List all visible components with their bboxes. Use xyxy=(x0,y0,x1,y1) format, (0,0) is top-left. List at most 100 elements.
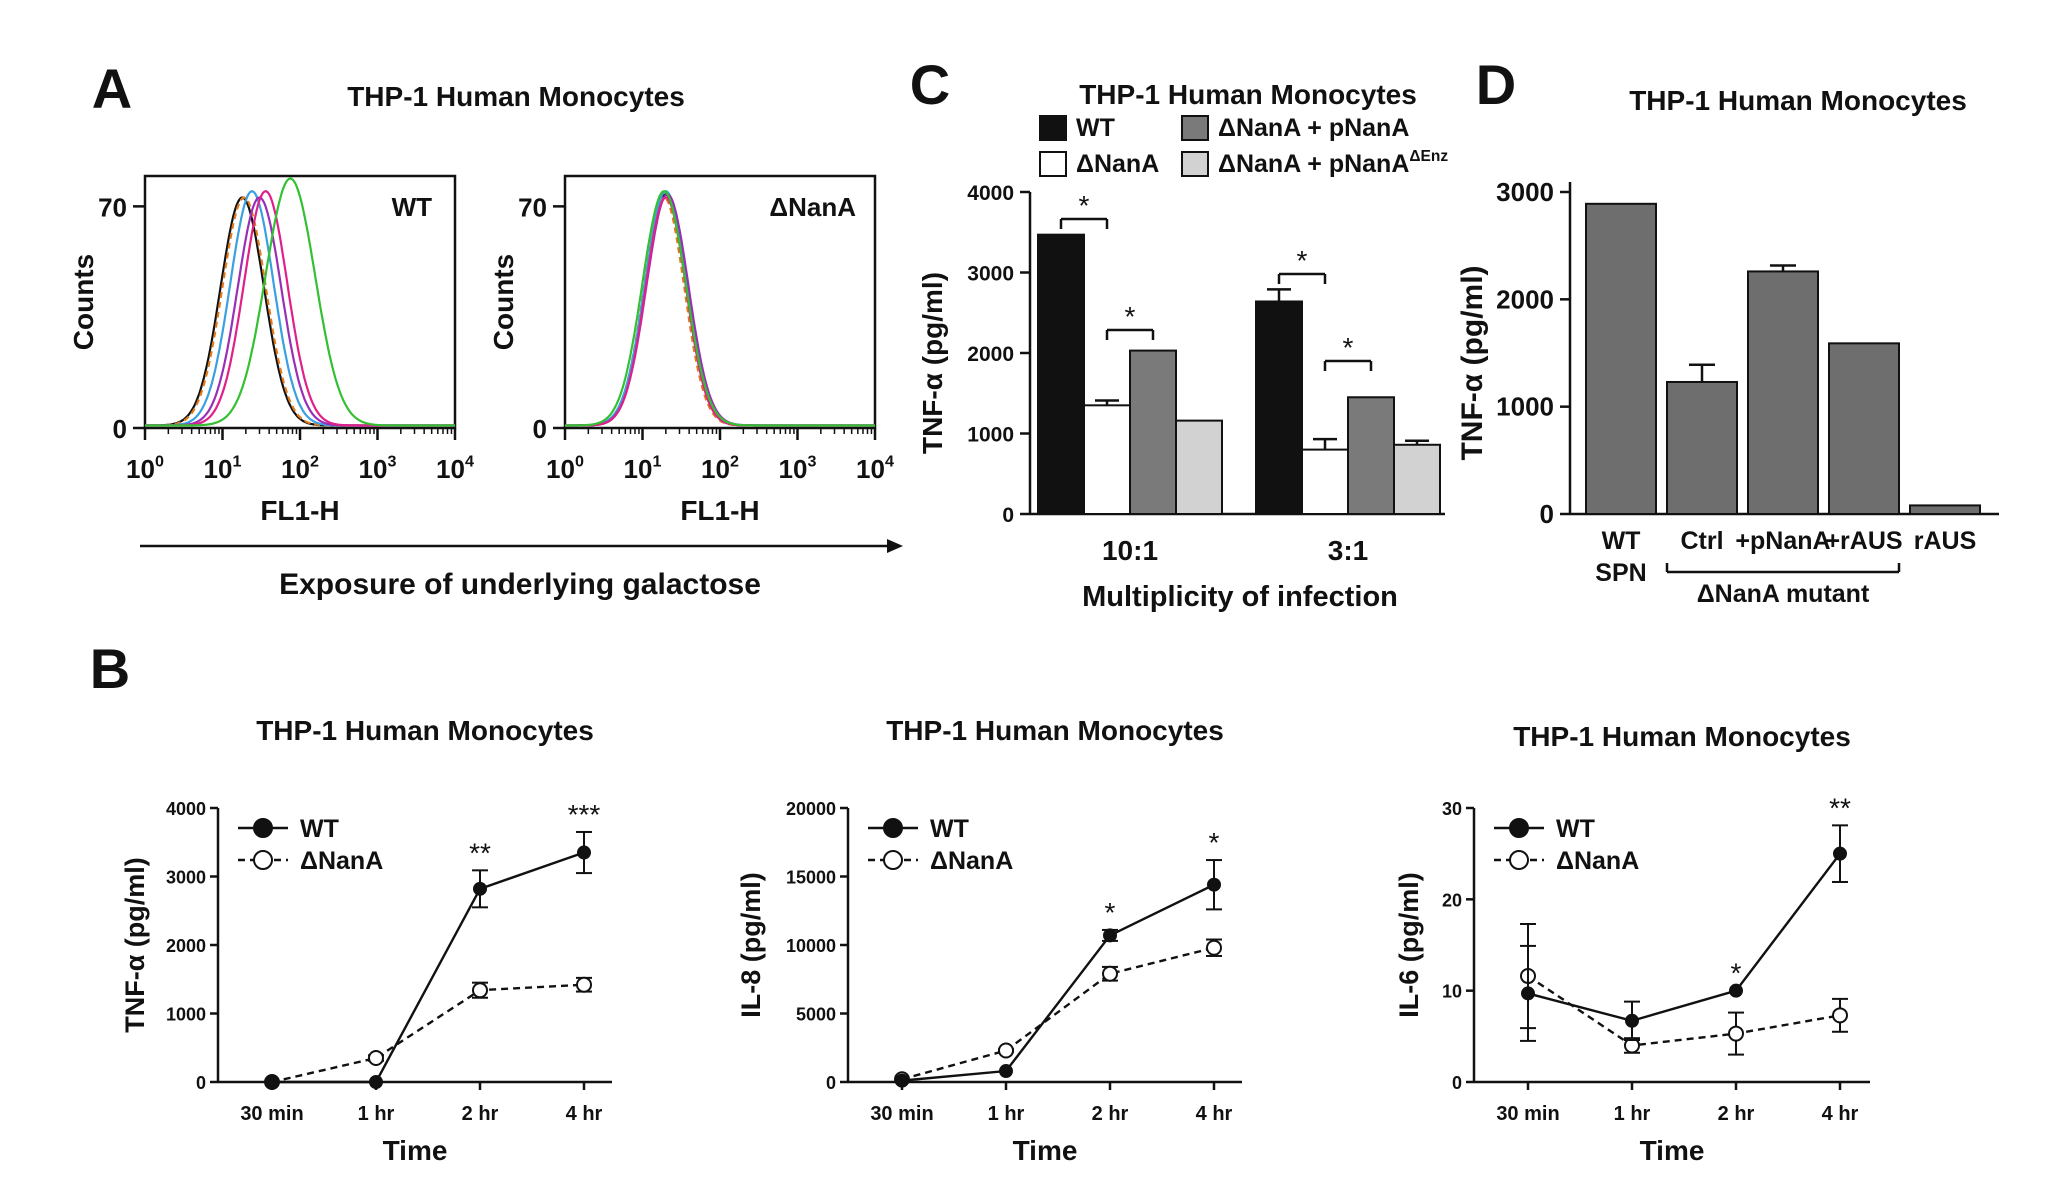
y-tick-label: 0 xyxy=(1540,499,1554,529)
legend-label-wt: WT xyxy=(1556,815,1595,843)
marker-wt xyxy=(265,1075,279,1089)
chart-title: THP-1 Human Monocytes xyxy=(1513,721,1851,752)
x-axis-label: Time xyxy=(1013,1135,1078,1166)
y-tick-label: 0 xyxy=(196,1073,206,1093)
y-tick-label: 3000 xyxy=(967,263,1014,286)
y-tick-label: 2000 xyxy=(967,343,1014,366)
histogram-curve xyxy=(565,190,875,427)
y-tick-label: 20000 xyxy=(786,799,836,819)
y-tick-label: 4000 xyxy=(967,182,1014,205)
y-tick-label: 0 xyxy=(826,1073,836,1093)
marker-nana xyxy=(1728,1025,1744,1042)
significance-star: * xyxy=(1105,897,1116,928)
x-tick-label-base: 10 xyxy=(779,454,808,484)
histogram-curve xyxy=(145,196,455,427)
x-tick-label-superscript: 1 xyxy=(652,452,661,470)
series-line-wt xyxy=(901,883,1215,1082)
sig-bracket-star: * xyxy=(1343,332,1354,363)
x-tick-label: 4 hr xyxy=(1196,1103,1233,1125)
x-tick-label-base: 10 xyxy=(359,454,388,484)
x-tick-label: 2 hr xyxy=(462,1103,499,1125)
x-tick-label: 100 xyxy=(546,452,584,484)
legend-marker-nana xyxy=(253,850,273,870)
group-label: ΔNanA mutant xyxy=(1697,580,1870,608)
bar-3 xyxy=(1175,419,1223,515)
x-tick-label: 102 xyxy=(281,452,319,484)
marker-nana xyxy=(1206,939,1222,956)
bar xyxy=(1828,342,1900,515)
marker-wt xyxy=(1103,928,1117,943)
panel-c-title: THP-1 Human Monocytes xyxy=(1079,79,1417,110)
panel-letter-b: B xyxy=(90,637,130,700)
x-tick-label-superscript: 0 xyxy=(575,452,584,470)
x-tick-label: 1 hr xyxy=(358,1103,395,1125)
y-tick-label: 0 xyxy=(1452,1073,1462,1093)
y-tick-label: 5000 xyxy=(796,1005,836,1025)
panel-letter-a: A xyxy=(92,57,132,120)
x-tick-label: 30 min xyxy=(870,1103,933,1125)
x-tick-label: 1 hr xyxy=(988,1103,1025,1125)
x-tick-label-base: 10 xyxy=(281,454,310,484)
marker-wt xyxy=(369,1075,383,1089)
series-line-nana xyxy=(901,946,1215,1081)
marker-wt xyxy=(1207,877,1221,892)
x-tick-label-superscript: 4 xyxy=(465,452,474,470)
x-tick-label: 2 hr xyxy=(1092,1103,1129,1125)
marker-wt xyxy=(999,1064,1013,1079)
y-tick-label: 3000 xyxy=(166,868,206,888)
x-tick-label: 30 min xyxy=(240,1103,303,1125)
y-tick-label: 70 xyxy=(98,192,127,222)
x-tick-label: 100 xyxy=(126,452,164,484)
bar-2 xyxy=(1347,396,1395,515)
y-tick-label: 2000 xyxy=(166,936,206,956)
y-tick-label: 1000 xyxy=(967,424,1014,447)
marker-nana xyxy=(368,1050,384,1067)
x-tick-label-superscript: 3 xyxy=(387,452,396,470)
histogram-curve xyxy=(145,177,455,427)
y-tick-label: 1000 xyxy=(1496,392,1554,422)
bar xyxy=(1909,504,1981,515)
x-tick-label: 103 xyxy=(779,452,817,484)
marker-nana xyxy=(1832,1007,1848,1024)
legend-marker-nana xyxy=(1509,850,1529,870)
bar-1 xyxy=(1083,404,1131,516)
bar xyxy=(1747,270,1819,515)
x-tick-label: 1 hr xyxy=(1614,1103,1651,1125)
marker-nana xyxy=(576,976,592,993)
series-line-nana xyxy=(271,983,585,1084)
panel-letter-d: D xyxy=(1476,53,1516,116)
x-tick-label-base: 10 xyxy=(856,454,885,484)
x-tick-label-base: 10 xyxy=(126,454,155,484)
marker-wt xyxy=(577,845,591,860)
x-tick-label: 3:1 xyxy=(1328,535,1368,566)
y-tick-label: 15000 xyxy=(786,868,836,888)
y-tick-label: 30 xyxy=(1442,799,1462,819)
y-tick-label: 70 xyxy=(518,192,547,222)
legend-label: ΔNanA xyxy=(1076,150,1159,178)
x-tick-label: Ctrl xyxy=(1680,527,1723,555)
bar-0 xyxy=(1255,300,1303,516)
chart-title: THP-1 Human Monocytes xyxy=(886,715,1224,746)
x-axis-label: Multiplicity of infection xyxy=(1082,581,1398,613)
legend-label-nana: ΔNanA xyxy=(1556,847,1639,875)
x-tick-label: rAUS xyxy=(1914,527,1977,555)
x-tick-label: 101 xyxy=(204,452,242,484)
legend-marker-wt xyxy=(1509,818,1529,838)
y-tick-label: 20 xyxy=(1442,890,1462,910)
legend-marker-wt xyxy=(883,818,903,838)
y-tick-label: 1000 xyxy=(166,1005,206,1025)
x-tick-label: 104 xyxy=(436,452,474,484)
x-tick-label-base: 10 xyxy=(624,454,653,484)
bar-2 xyxy=(1129,349,1177,515)
histogram-label-wt: WT xyxy=(392,192,433,222)
y-axis-label: TNF-α (pg/ml) xyxy=(1456,265,1489,460)
y-tick-label: 0 xyxy=(1002,504,1014,527)
sig-bracket-star: * xyxy=(1297,245,1308,276)
legend-label-base: ΔNanA + pNanA xyxy=(1218,150,1409,178)
marker-wt xyxy=(1625,1013,1639,1028)
bar xyxy=(1585,202,1657,515)
sig-bracket-star: * xyxy=(1079,190,1090,221)
marker-nana xyxy=(998,1042,1014,1059)
marker-wt xyxy=(1729,983,1743,998)
